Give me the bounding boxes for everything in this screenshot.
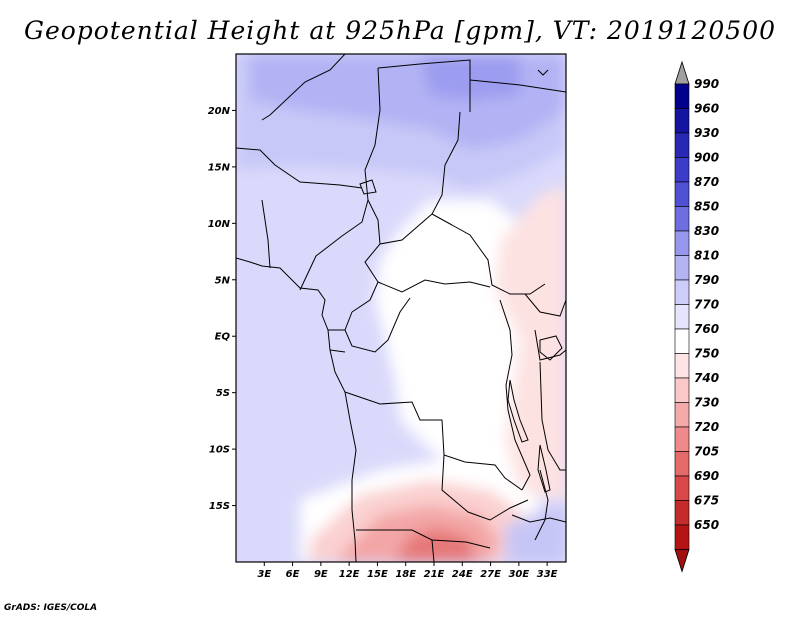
field-east-750 bbox=[495, 185, 566, 500]
colorbar-swatch bbox=[674, 328, 690, 354]
border-sudan-chad bbox=[431, 111, 461, 226]
lat-tick-label: 5N bbox=[215, 275, 231, 286]
colorbar-bottom-arrow bbox=[674, 549, 690, 573]
lat-tick-label: 10S bbox=[209, 445, 230, 456]
latitude-axis: 20N 15N 10N 5N EQ 5S 10S 15S bbox=[208, 106, 236, 512]
colorbar-swatch bbox=[674, 377, 690, 403]
border-cameroon bbox=[351, 199, 381, 313]
coastline-west-africa bbox=[236, 257, 357, 562]
colorbar-label: 870 bbox=[694, 175, 719, 189]
map-frame bbox=[235, 53, 567, 563]
colorbar-swatch bbox=[674, 426, 690, 452]
colorbar-swatch bbox=[674, 402, 690, 428]
colorbar-label: 770 bbox=[694, 298, 719, 312]
colorbar-swatch bbox=[674, 304, 690, 330]
colorbar-label: 760 bbox=[694, 322, 719, 336]
lon-tick-label: 3E bbox=[257, 569, 271, 580]
colorbar-label: 750 bbox=[694, 347, 719, 361]
colorbar: 990 960 930 900 870 850 830 810 790 770 760 750 740 7… bbox=[674, 60, 719, 573]
field-south-705 bbox=[395, 528, 475, 562]
lon-tick-label: 15E bbox=[367, 569, 388, 580]
colorbar-swatch bbox=[674, 230, 690, 256]
lon-tick-label: 18E bbox=[395, 569, 416, 580]
colorbar-label: 960 bbox=[694, 102, 719, 116]
colorbar-label: 720 bbox=[694, 420, 719, 434]
lake-tanganyika bbox=[507, 379, 529, 443]
border-libya-egypt bbox=[377, 59, 471, 112]
lon-tick-label: 9E bbox=[314, 569, 328, 580]
colorbar-label: 740 bbox=[694, 371, 719, 385]
border-niger-chad bbox=[364, 67, 381, 201]
colorbar-label: 705 bbox=[694, 445, 719, 459]
border-namibia-botswana bbox=[431, 539, 435, 562]
longitude-axis: 3E 6E 9E 12E 15E 18E 21E 24E 27E 30E 33E bbox=[257, 562, 558, 580]
colorbar-swatch bbox=[674, 279, 690, 305]
boundaries bbox=[236, 54, 566, 562]
colorbar-swatch bbox=[674, 206, 690, 232]
border-sudan-south bbox=[451, 224, 546, 295]
border-gabon bbox=[328, 329, 346, 353]
lake-chad bbox=[359, 179, 377, 195]
border-car bbox=[377, 213, 491, 293]
colorbar-swatch bbox=[674, 132, 690, 158]
colorbar-swatch bbox=[674, 181, 690, 207]
colorbar-swatch bbox=[674, 353, 690, 379]
colorbar-label: 990 bbox=[694, 77, 719, 91]
lake-victoria bbox=[539, 335, 563, 361]
colorbar-top-arrow bbox=[674, 60, 690, 85]
colorbar-label: 810 bbox=[694, 249, 719, 263]
border-uganda-kenya bbox=[524, 293, 566, 317]
colorbar-swatch bbox=[674, 524, 690, 550]
border-algeria-libya bbox=[261, 54, 346, 121]
lat-tick-label: 15S bbox=[209, 501, 230, 512]
lake-malawi bbox=[537, 444, 551, 493]
field-southeast-790 bbox=[505, 505, 566, 562]
border-tanzania bbox=[534, 329, 566, 471]
colorbar-swatch bbox=[674, 255, 690, 281]
border-malawi bbox=[534, 469, 549, 541]
lon-tick-label: 24E bbox=[452, 569, 473, 580]
colorbar-label: 650 bbox=[694, 518, 719, 532]
border-mali-niger bbox=[236, 147, 363, 189]
border-drc-east bbox=[499, 299, 531, 491]
colorbar-label: 900 bbox=[694, 151, 719, 165]
colorbar-label: 790 bbox=[694, 273, 719, 287]
lat-tick-label: 20N bbox=[208, 106, 231, 117]
colorbar-swatch bbox=[674, 83, 690, 109]
colorbar-label: 690 bbox=[694, 469, 719, 483]
lat-tick-label: 10N bbox=[208, 219, 231, 230]
lon-tick-label: 12E bbox=[339, 569, 360, 580]
colorbar-swatch bbox=[674, 451, 690, 477]
border-zambia bbox=[441, 454, 529, 521]
colorbar-label: 730 bbox=[694, 396, 719, 410]
colorbar-swatch bbox=[674, 475, 690, 501]
colorbar-swatch bbox=[674, 500, 690, 526]
lon-tick-label: 6E bbox=[286, 569, 300, 580]
border-mozambique bbox=[511, 514, 566, 523]
lat-tick-label: 15N bbox=[208, 162, 231, 173]
lakes bbox=[359, 179, 563, 493]
colorbar-label: 830 bbox=[694, 224, 719, 238]
lon-tick-label: 27E bbox=[480, 569, 501, 580]
colorbar-label: 930 bbox=[694, 126, 719, 140]
grads-credit: GrADS: IGES/COLA bbox=[4, 603, 98, 613]
colorbar-swatch bbox=[674, 108, 690, 134]
colorbar-label: 675 bbox=[694, 494, 719, 508]
lon-tick-label: 33E bbox=[537, 569, 558, 580]
coastline-red-sea bbox=[469, 69, 566, 93]
lon-tick-label: 21E bbox=[424, 569, 445, 580]
lat-tick-label: EQ bbox=[215, 332, 231, 343]
colorbar-label: 850 bbox=[694, 200, 719, 214]
border-nigeria bbox=[261, 199, 369, 291]
lon-tick-label: 30E bbox=[508, 569, 529, 580]
lat-tick-label: 5S bbox=[216, 388, 230, 399]
map-title: Geopotential Height at 925hPa [gpm], VT:… bbox=[23, 16, 777, 45]
colorbar-swatch bbox=[674, 157, 690, 183]
border-angola-drc bbox=[344, 391, 523, 491]
